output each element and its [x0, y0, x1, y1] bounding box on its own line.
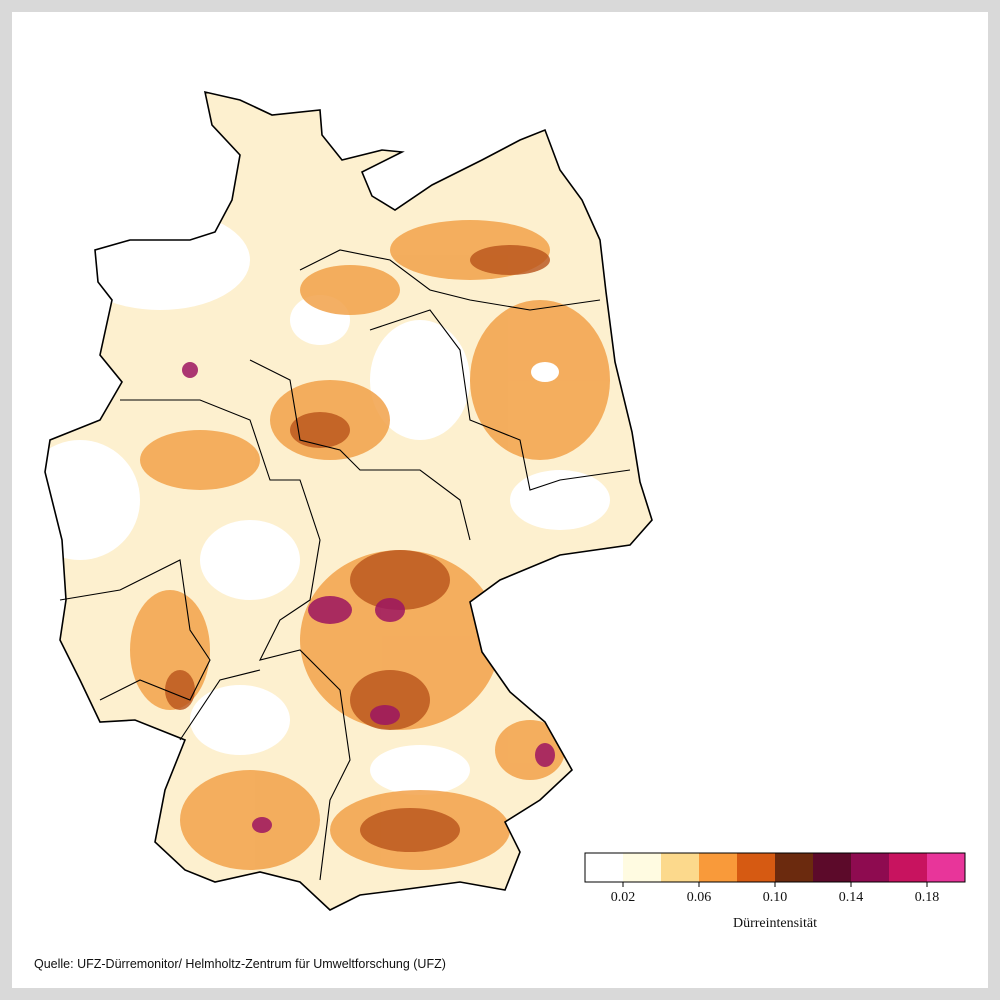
legend: 0.02 0.06 0.10 0.14 0.18: [584, 852, 966, 905]
legend-tick-label: 0.18: [915, 890, 940, 905]
legend-tick-label: 0.02: [611, 890, 636, 905]
legend-tick-label: 0.10: [763, 890, 788, 905]
legend-tick-label: 0.06: [687, 890, 712, 905]
legend-tick-label: 0.14: [839, 890, 864, 905]
legend-swatch: [813, 853, 851, 882]
legend-swatch: [623, 853, 661, 882]
legend-swatch: [699, 853, 737, 882]
legend-swatch: [927, 853, 965, 882]
legend-swatch: [851, 853, 889, 882]
state-borders: [59, 249, 631, 881]
legend-swatch: [775, 853, 813, 882]
legend-swatch: [585, 853, 623, 882]
legend-swatch: [889, 853, 927, 882]
source-note: Quelle: UFZ-Dürremonitor/ Helmholtz-Zent…: [34, 957, 446, 971]
legend-title: Dürreintensität: [733, 916, 817, 931]
legend-swatch: [661, 853, 699, 882]
legend-swatch: [737, 853, 775, 882]
